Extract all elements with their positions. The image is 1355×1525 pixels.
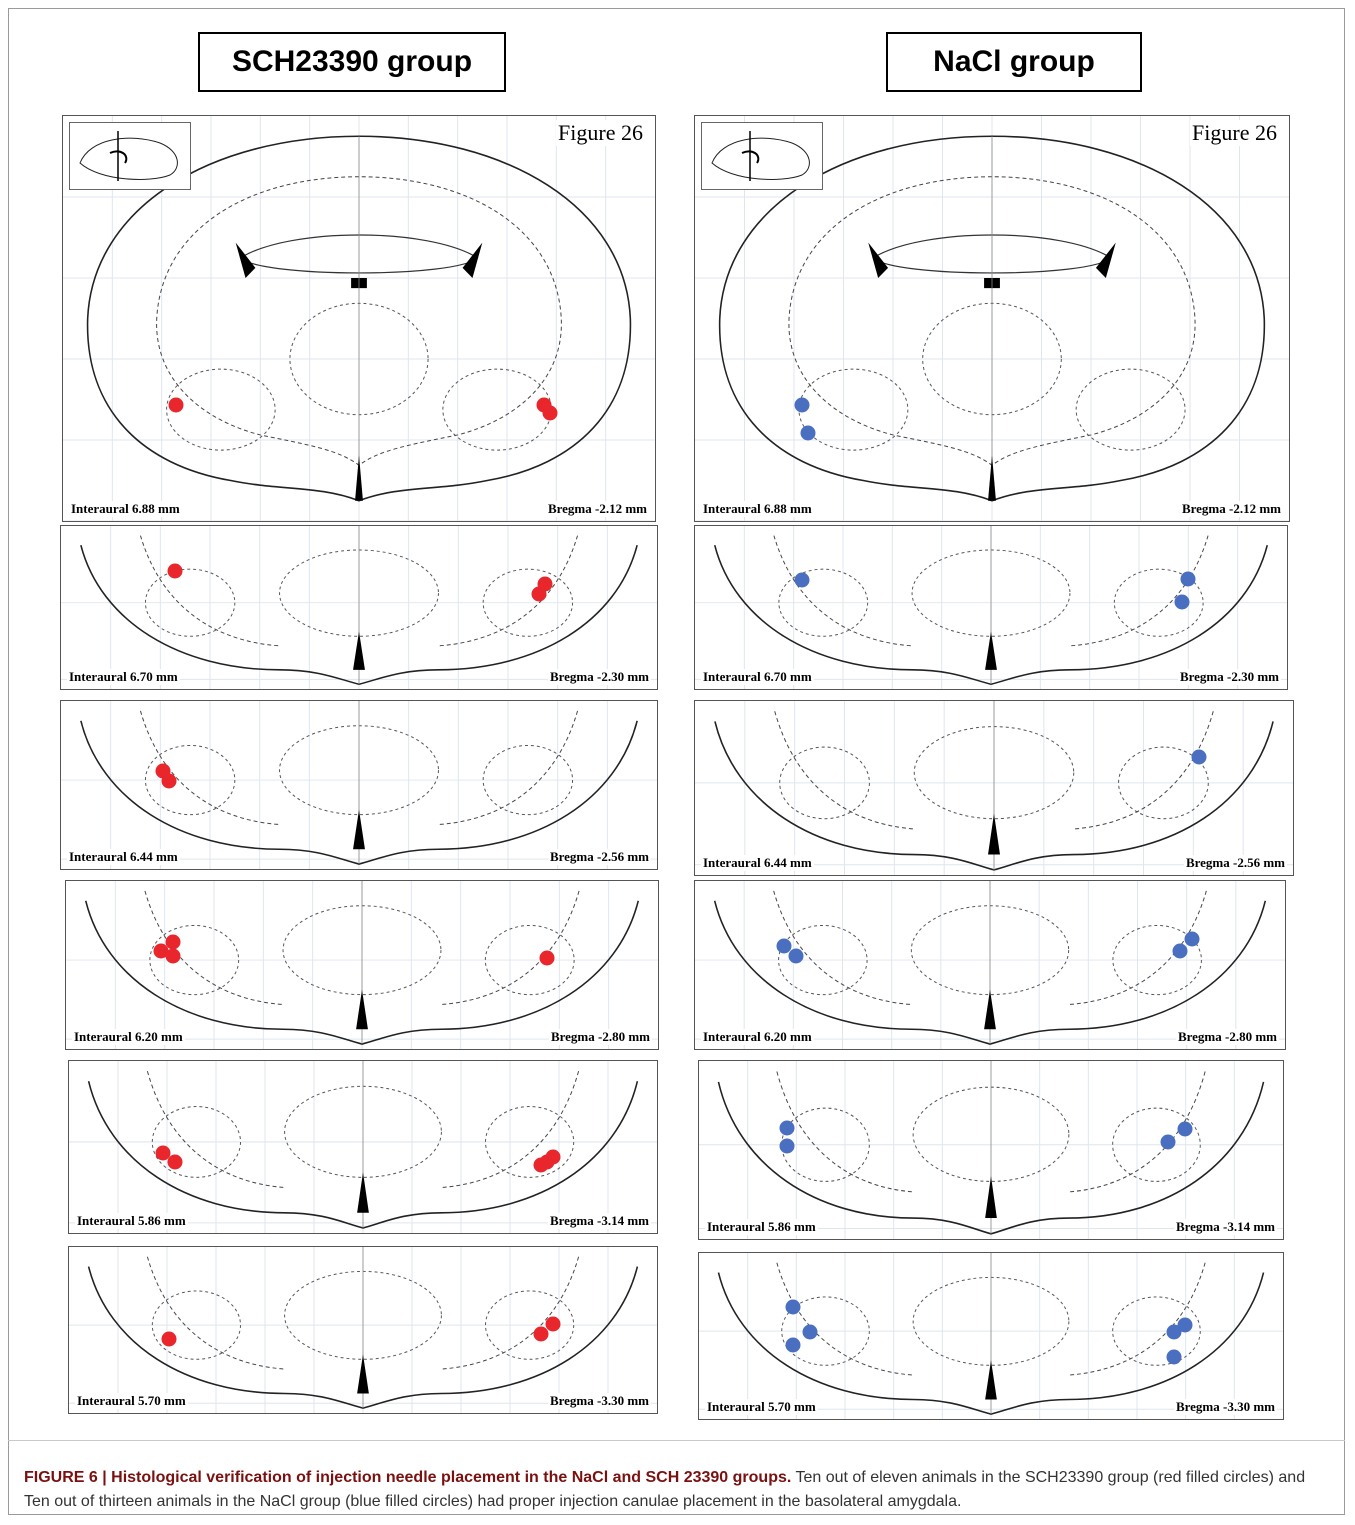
bregma-label: Bregma -2.56 mm — [1183, 855, 1287, 871]
atlas-figure-label: Figure 26 — [556, 120, 645, 146]
nacl-injection-site-dot — [1177, 1121, 1193, 1137]
nacl-injection-site-dot — [1191, 749, 1207, 765]
nacl-atlas-panel-4: Interaural 6.20 mm Bregma -2.80 mm — [694, 880, 1286, 1050]
nacl-injection-site-dot — [1180, 571, 1196, 587]
sch-injection-site-dot — [533, 1326, 549, 1342]
bregma-label: Bregma -2.30 mm — [1177, 669, 1281, 685]
nacl-injection-site-dot — [779, 1120, 795, 1136]
caption-body: Ten out of eleven animals in the SCH2339… — [24, 1469, 1306, 1510]
brain-sagittal-inset — [69, 122, 191, 190]
bregma-label: Bregma -3.30 mm — [547, 1393, 651, 1409]
sch-injection-site-dot — [533, 1157, 549, 1173]
nacl-injection-site-dot — [1166, 1349, 1182, 1365]
bregma-label: Bregma -3.14 mm — [547, 1213, 651, 1229]
interaural-label: Interaural 5.70 mm — [705, 1399, 818, 1415]
interaural-label: Interaural 6.20 mm — [701, 1029, 814, 1045]
bregma-label: Bregma -3.30 mm — [1173, 1399, 1277, 1415]
interaural-label: Interaural 6.20 mm — [72, 1029, 185, 1045]
nacl-injection-site-dot — [802, 1324, 818, 1340]
nacl-injection-site-dot — [785, 1337, 801, 1353]
bregma-label: Bregma -2.30 mm — [547, 669, 651, 685]
interaural-label: Interaural 6.70 mm — [67, 669, 180, 685]
sch-atlas-panel-3: Interaural 6.44 mm Bregma -2.56 mm — [60, 700, 658, 870]
sch-injection-site-dot — [165, 948, 181, 964]
nacl-injection-site-dot — [1177, 1317, 1193, 1333]
sch-atlas-panel-2: Interaural 6.70 mm Bregma -2.30 mm — [60, 525, 658, 690]
sch-atlas-panel-4: Interaural 6.20 mm Bregma -2.80 mm — [65, 880, 659, 1050]
nacl-injection-site-dot — [776, 938, 792, 954]
figure-caption: FIGURE 6 | Histological verification of … — [24, 1466, 1334, 1514]
caption-lead: FIGURE 6 | Histological verification of … — [24, 1469, 792, 1486]
sch-injection-site-dot — [167, 563, 183, 579]
sch-atlas-panel-1: Figure 26 Interaural 6.88 mm Bregma -2.12 … — [62, 115, 656, 522]
sch-injection-site-dot — [161, 1331, 177, 1347]
bregma-label: Bregma -2.56 mm — [547, 849, 651, 865]
bregma-label: Bregma -2.80 mm — [1175, 1029, 1279, 1045]
nacl-injection-site-dot — [785, 1299, 801, 1315]
nacl-atlas-panel-5: Interaural 5.86 mm Bregma -3.14 mm — [698, 1060, 1284, 1240]
nacl-injection-site-dot — [779, 1138, 795, 1154]
bregma-label: Bregma -2.80 mm — [548, 1029, 652, 1045]
figure-frame — [8, 8, 1345, 1515]
brain-sagittal-inset — [701, 122, 823, 190]
sch-injection-site-dot — [155, 1145, 171, 1161]
interaural-label: Interaural 6.44 mm — [67, 849, 180, 865]
sch-group-title: SCH23390 group — [198, 32, 506, 92]
nacl-injection-site-dot — [788, 948, 804, 964]
bregma-label: Bregma -2.12 mm — [1179, 501, 1283, 517]
nacl-injection-site-dot — [1174, 594, 1190, 610]
nacl-injection-site-dot — [794, 572, 810, 588]
nacl-injection-site-dot — [1172, 943, 1188, 959]
caption-divider — [8, 1440, 1345, 1441]
nacl-injection-site-dot — [1166, 1324, 1182, 1340]
nacl-injection-site-dot — [794, 397, 810, 413]
sch-injection-site-dot — [168, 397, 184, 413]
interaural-label: Interaural 6.88 mm — [701, 501, 814, 517]
nacl-group-title: NaCl group — [886, 32, 1142, 92]
sch-injection-site-dot — [545, 1316, 561, 1332]
sch-injection-site-dot — [167, 1154, 183, 1170]
interaural-label: Interaural 6.44 mm — [701, 855, 814, 871]
sch-atlas-panel-5: Interaural 5.86 mm Bregma -3.14 mm — [68, 1060, 658, 1234]
nacl-atlas-panel-2: Interaural 6.70 mm Bregma -2.30 mm — [694, 525, 1288, 690]
sch-injection-site-dot — [153, 943, 169, 959]
nacl-injection-site-dot — [1160, 1134, 1176, 1150]
bregma-label: Bregma -3.14 mm — [1173, 1219, 1277, 1235]
bregma-label: Bregma -2.12 mm — [545, 501, 649, 517]
interaural-label: Interaural 5.70 mm — [75, 1393, 188, 1409]
atlas-figure-label: Figure 26 — [1190, 120, 1279, 146]
interaural-label: Interaural 5.86 mm — [705, 1219, 818, 1235]
interaural-label: Interaural 5.86 mm — [75, 1213, 188, 1229]
nacl-atlas-panel-1: Figure 26 Interaural 6.88 mm Bregma -2.12 … — [694, 115, 1290, 522]
nacl-atlas-panel-6: Interaural 5.70 mm Bregma -3.30 mm — [698, 1252, 1284, 1420]
sch-injection-site-dot — [542, 405, 558, 421]
interaural-label: Interaural 6.88 mm — [69, 501, 182, 517]
sch-injection-site-dot — [539, 950, 555, 965]
nacl-injection-site-dot — [1184, 931, 1200, 947]
sch-injection-site-dot — [165, 934, 181, 950]
nacl-injection-site-dot — [800, 425, 816, 441]
interaural-label: Interaural 6.70 mm — [701, 669, 814, 685]
sch-atlas-panel-6: Interaural 5.70 mm Bregma -3.30 mm — [68, 1246, 658, 1414]
sch-injection-site-dot — [161, 773, 177, 789]
sch-injection-site-dot — [531, 586, 547, 602]
nacl-atlas-panel-3: Interaural 6.44 mm Bregma -2.56 mm — [694, 700, 1294, 876]
